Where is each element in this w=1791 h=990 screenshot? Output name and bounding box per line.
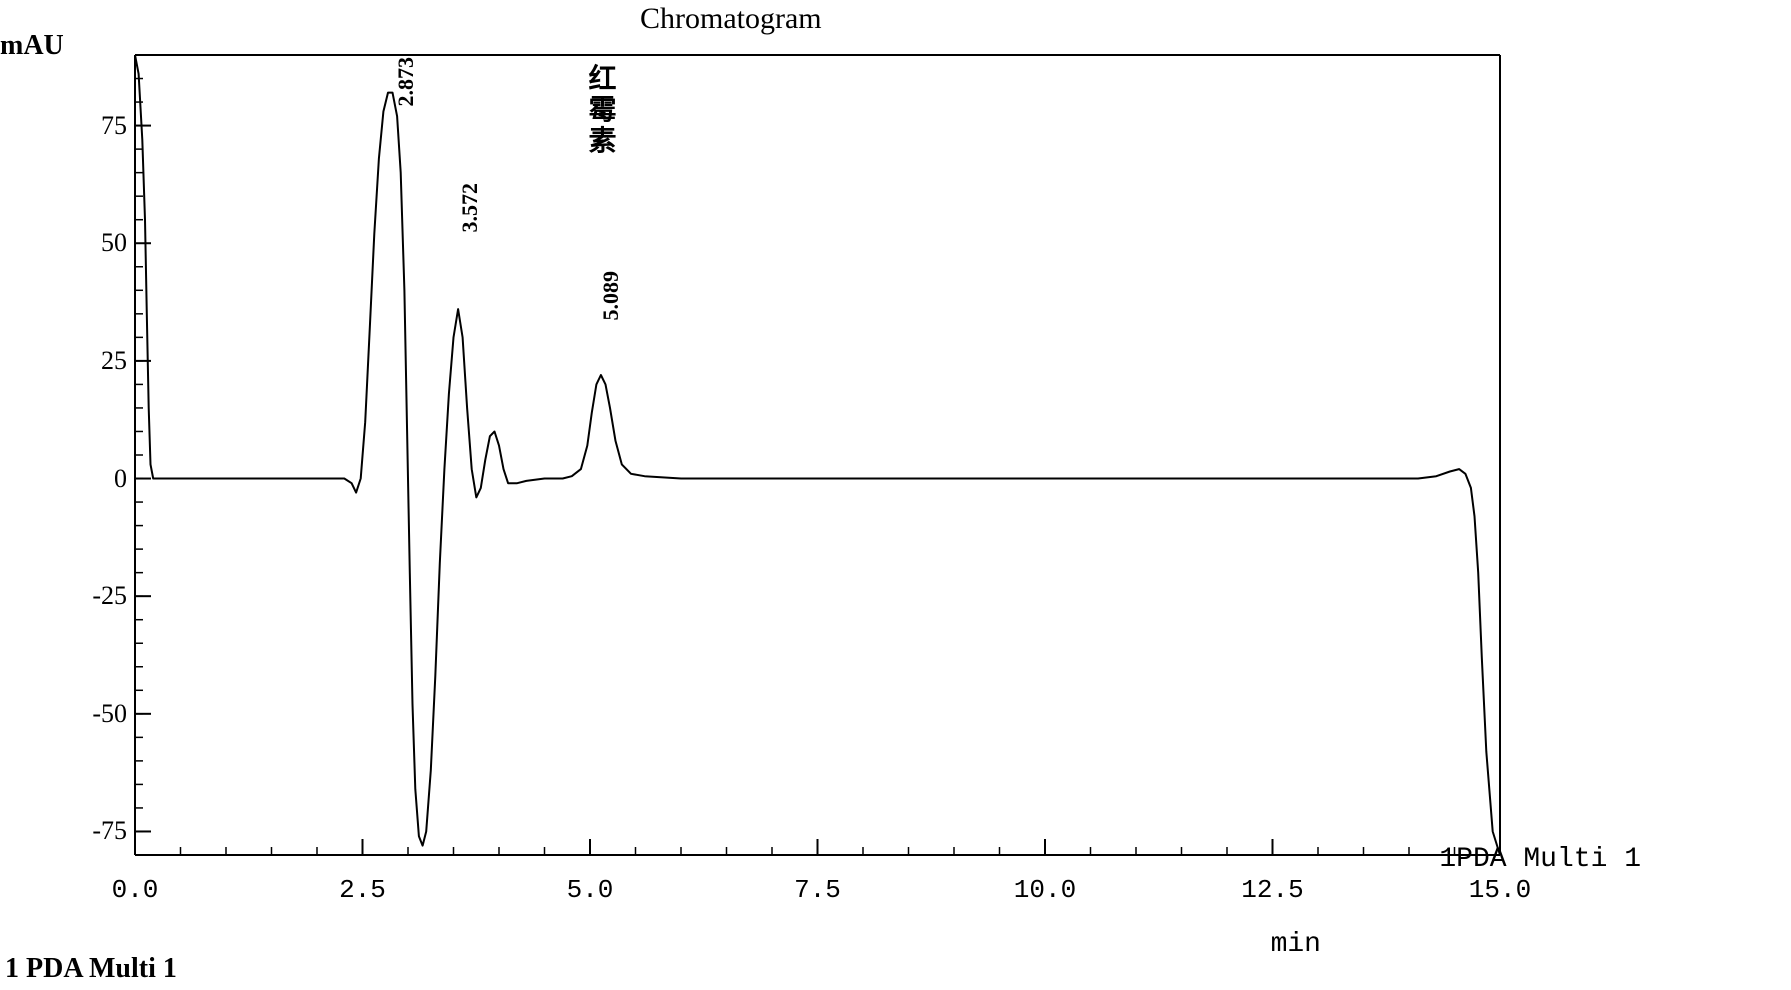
x-tick-label: 5.0 <box>550 875 630 905</box>
cjk-char: 红 <box>589 65 619 96</box>
plot-area <box>0 0 1791 990</box>
y-tick-label: 25 <box>67 346 127 376</box>
x-axis-unit: min <box>1271 929 1321 960</box>
y-tick-label: 50 <box>67 228 127 258</box>
x-tick-label: 10.0 <box>1005 875 1085 905</box>
y-tick-label: -50 <box>67 699 127 729</box>
x-tick-label: 15.0 <box>1460 875 1540 905</box>
y-tick-label: 0 <box>67 464 127 494</box>
x-tick-label: 7.5 <box>778 875 858 905</box>
detector-label-right: 1PDA Multi 1 <box>1439 844 1641 875</box>
y-tick-label: -25 <box>67 581 127 611</box>
chart-title: Chromatogram <box>640 2 822 36</box>
x-tick-label: 0.0 <box>95 875 175 905</box>
peak-rt-label: 2.873 <box>393 57 419 107</box>
cjk-char: 素 <box>589 127 619 158</box>
peak-rt-label: 5.089 <box>598 271 624 321</box>
y-axis-unit: mAU <box>0 30 64 62</box>
y-tick-label: 75 <box>67 111 127 141</box>
footer-label: 1 PDA Multi 1 <box>5 953 177 985</box>
cjk-peak-label: 红霉素 <box>589 65 619 157</box>
chromatogram-figure: Chromatogram mAU -75 -50 -25 0 25 50 75 0.0 2.5… <box>0 0 1791 990</box>
peak-rt-label: 3.572 <box>457 183 483 233</box>
y-tick-label: -75 <box>67 816 127 846</box>
cjk-char: 霉 <box>589 96 619 127</box>
x-tick-label: 12.5 <box>1233 875 1313 905</box>
x-tick-label: 2.5 <box>323 875 403 905</box>
